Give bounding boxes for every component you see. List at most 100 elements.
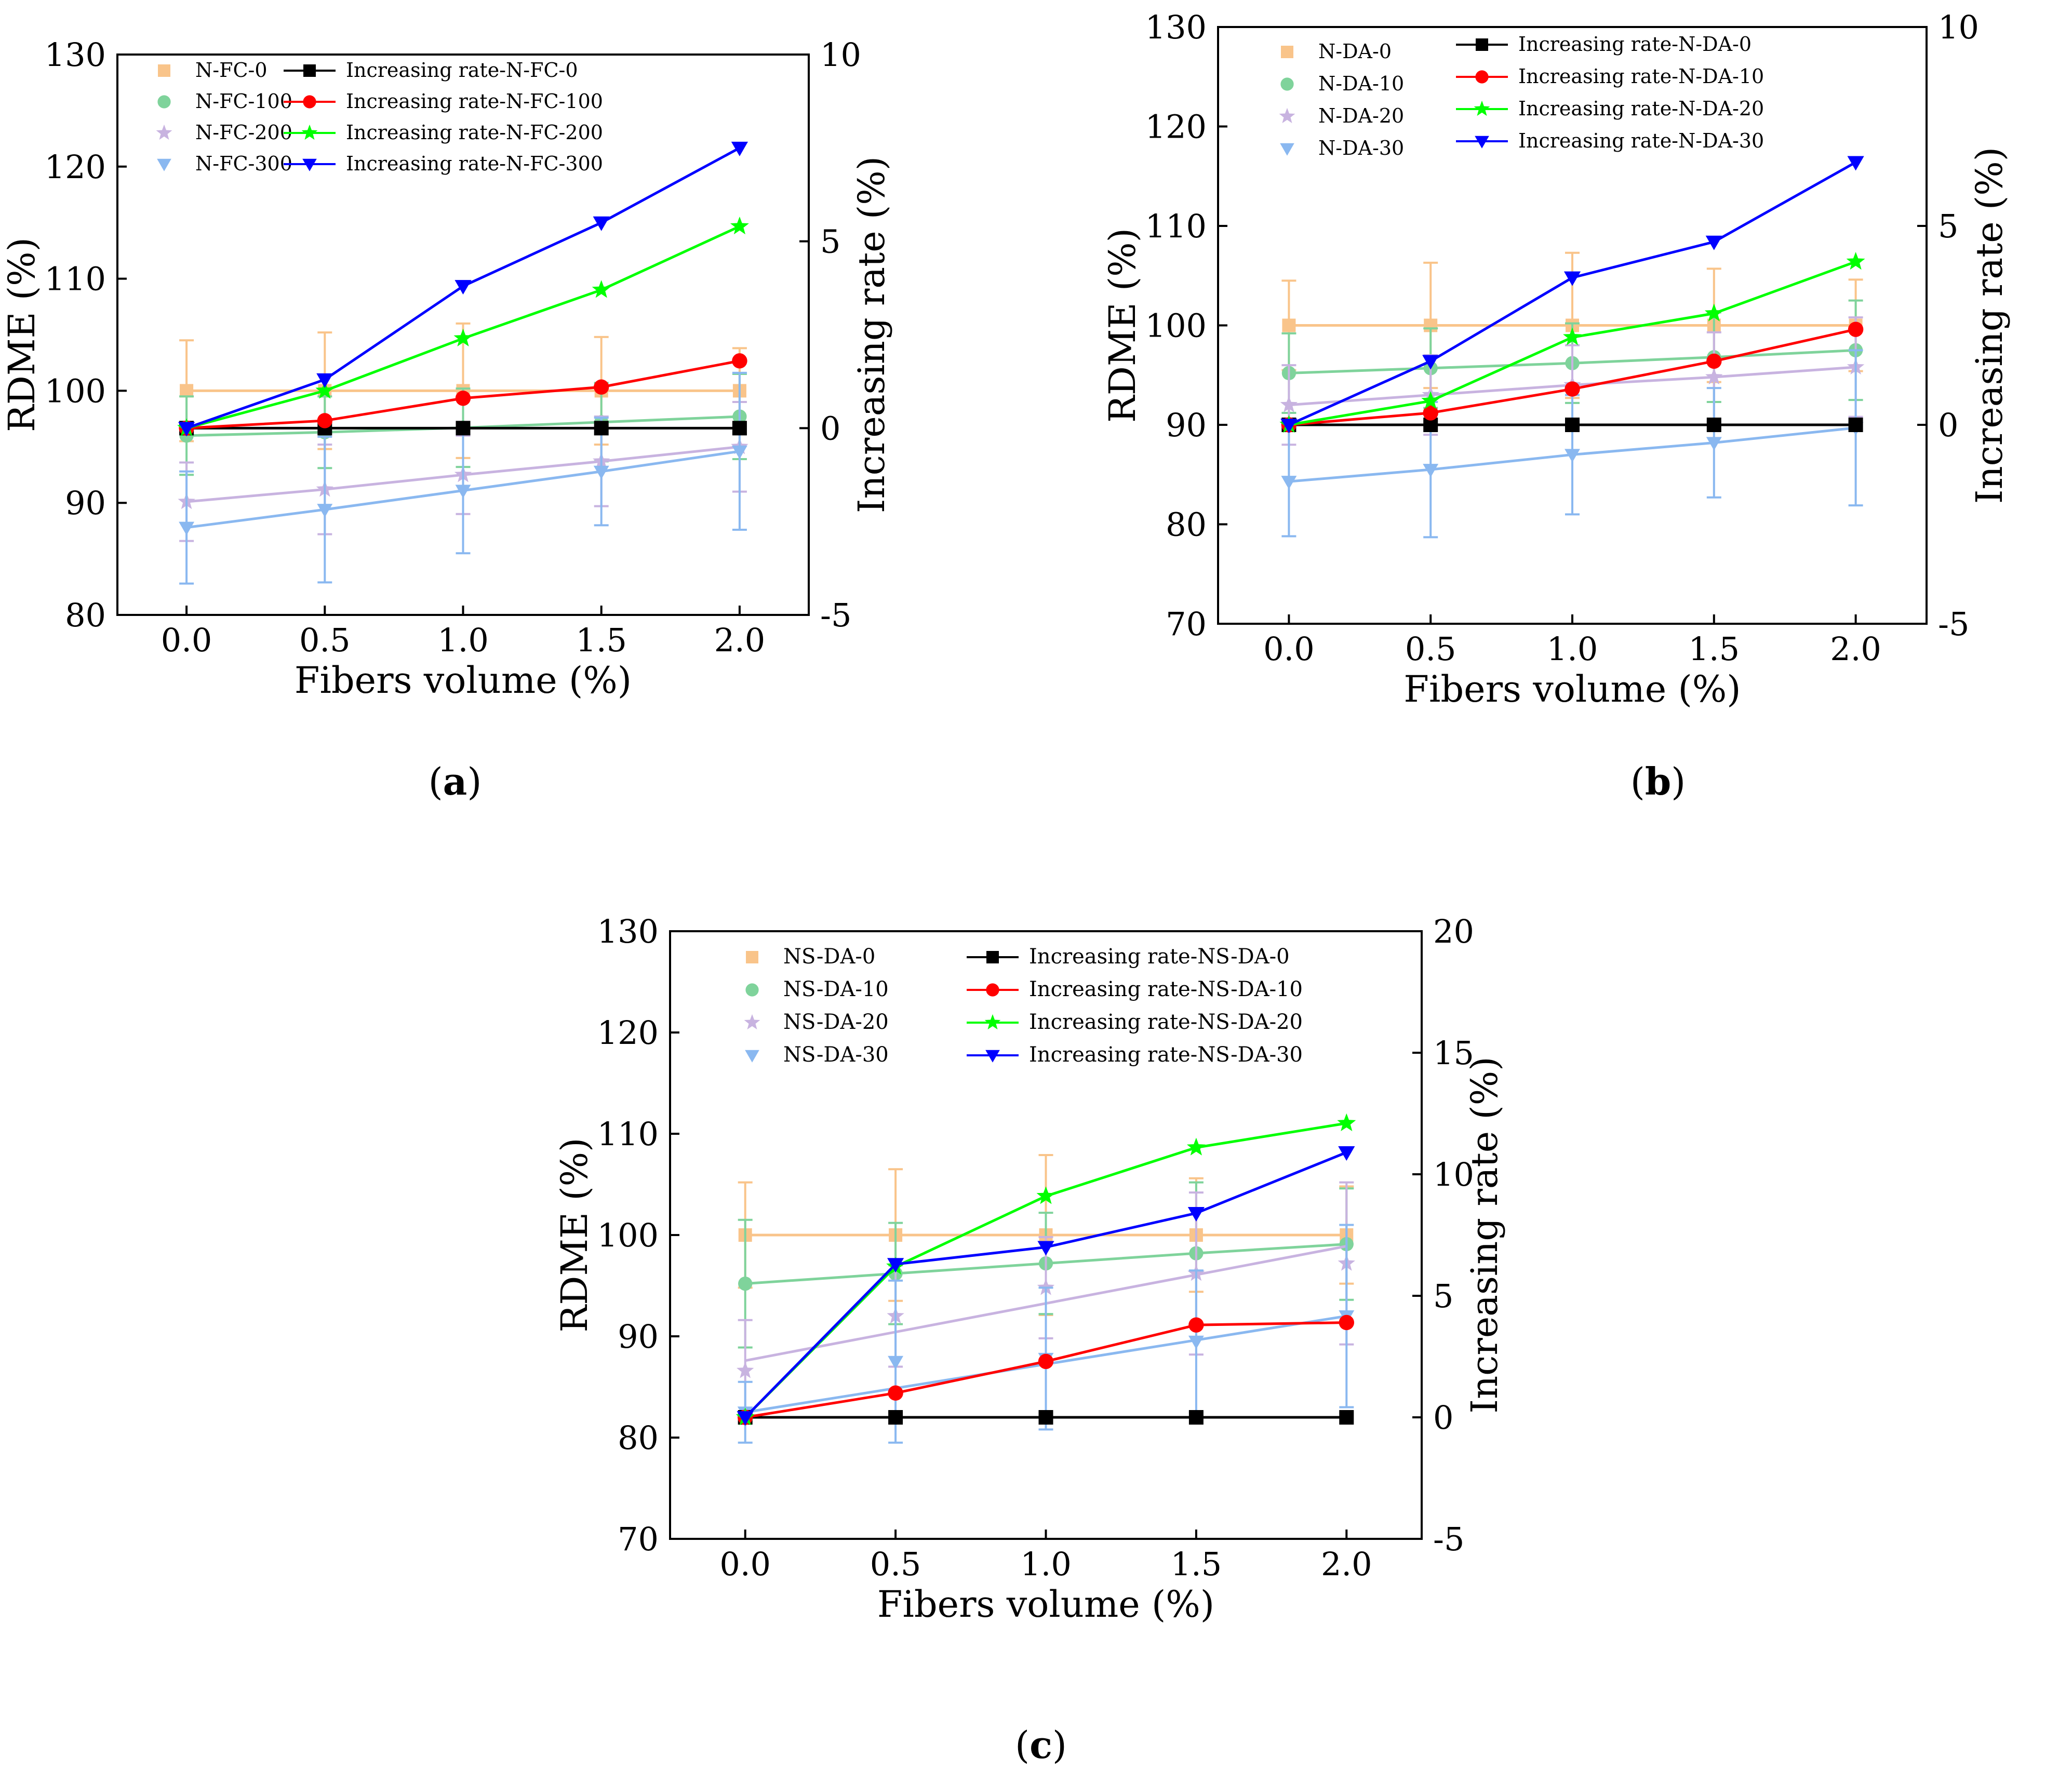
rate-series-Increasing rate-NS-DA-0 <box>738 1410 1354 1425</box>
rate-point <box>732 421 747 436</box>
y2-tick-label: 0 <box>1938 406 1958 444</box>
y2-tick-label: 10 <box>1433 1156 1474 1193</box>
x-tick-label: 0.5 <box>1405 630 1456 668</box>
y-tick-label: 110 <box>597 1115 659 1153</box>
legend-label: NS-DA-10 <box>783 977 889 1001</box>
rdme-point <box>1281 476 1297 490</box>
rate-point <box>1036 1186 1055 1204</box>
y2-tick-label: 15 <box>1433 1034 1474 1072</box>
rate-point <box>593 216 610 231</box>
x-tick-label: 0.5 <box>870 1545 921 1583</box>
x-axis: 0.0 0.5 1.0 1.5 2.0 <box>1263 614 1881 668</box>
legend-marker <box>1474 100 1490 116</box>
y-tick-label: 80 <box>1166 506 1207 544</box>
y-tick-label: 120 <box>1145 108 1207 146</box>
y2-tick-label: 5 <box>1433 1277 1453 1315</box>
x-tick-label: 2.0 <box>714 621 766 659</box>
y2-axis-title: Increasing rate (%) <box>850 156 893 513</box>
rate-point <box>317 413 332 428</box>
legend-label: N-FC-100 <box>195 90 292 113</box>
y-tick-label: 110 <box>45 260 106 298</box>
x-tick-label: 1.5 <box>576 621 627 659</box>
rate-point <box>1337 1113 1356 1131</box>
x-tick-label: 0.0 <box>1263 630 1315 668</box>
legend-label: N-DA-30 <box>1318 137 1404 159</box>
legend-marker <box>156 124 172 140</box>
y2-tick-label: 5 <box>820 223 840 261</box>
rate-point <box>594 421 609 436</box>
legend-marker <box>1280 143 1294 156</box>
x-axis: 0.0 0.5 1.0 1.5 2.0 <box>719 1530 1372 1583</box>
rdme-point <box>737 1361 754 1378</box>
y-tick-label: 80 <box>65 596 106 634</box>
chart-panel-c: 0.0 0.5 1.0 1.5 2.0 70 80 90 100 110 120 130 -5 0 5 10 1… <box>553 913 1506 1767</box>
legend-marker <box>303 64 316 77</box>
rate-point <box>1187 1206 1205 1222</box>
x-tick-label: 1.5 <box>1171 1545 1222 1583</box>
chart-panel-a: 0.0 0.5 1.0 1.5 2.0 80 90 100 110 120 130 -5 0 5 10 Fib… <box>1 36 893 803</box>
rdme-point <box>455 485 471 499</box>
legend-label: Increasing rate-N-FC-200 <box>346 121 603 144</box>
rate-point <box>731 141 748 156</box>
legend-label: Increasing rate-N-DA-10 <box>1518 65 1764 88</box>
rdme-point <box>888 1356 904 1370</box>
rate-point <box>732 353 747 369</box>
legend-marker <box>984 1014 1001 1030</box>
rate-point <box>888 1410 903 1425</box>
rate-point <box>1339 1314 1354 1331</box>
rate-point <box>888 1385 903 1401</box>
x-tick-label: 2.0 <box>1830 630 1881 668</box>
legend-marker <box>745 983 759 997</box>
legend-marker <box>1279 108 1295 124</box>
rdme-series-N-FC-300 <box>179 371 747 585</box>
y2-axis-title: Increasing rate (%) <box>1968 147 2011 504</box>
legend-label: Increasing rate-N-DA-20 <box>1518 97 1764 120</box>
rdme-point <box>593 465 609 479</box>
rate-point <box>1188 1410 1204 1425</box>
rate-point <box>1038 1410 1053 1425</box>
y-axis-right: -5 0 5 10 15 20 <box>1412 913 1474 1558</box>
x-axis-title: Fibers volume (%) <box>877 1583 1214 1626</box>
x-tick-label: 0.0 <box>719 1545 771 1583</box>
panel-label: (a) <box>429 759 482 803</box>
legend-label: N-FC-300 <box>195 152 292 175</box>
rate-point <box>1704 303 1723 321</box>
legend-marker <box>303 95 316 109</box>
legend-marker <box>746 951 758 963</box>
rate-point <box>315 381 335 399</box>
y2-tick-label: 0 <box>1433 1399 1453 1437</box>
rdme-point <box>1282 318 1296 332</box>
rate-point <box>455 391 471 406</box>
legend-label: Increasing rate-N-FC-300 <box>346 152 603 175</box>
rate-point <box>1423 405 1438 421</box>
x-axis: 0.0 0.5 1.0 1.5 2.0 <box>161 606 765 659</box>
legend: N-DA-0 N-DA-10 N-DA-20 N-DA-30 Increasing ra… <box>1279 33 1764 159</box>
x-tick-label: 0.5 <box>299 621 351 659</box>
x-axis-title: Fibers volume (%) <box>1403 668 1741 710</box>
panel-label: (c) <box>1015 1723 1067 1767</box>
rate-point <box>730 217 749 235</box>
legend-label: Increasing rate-NS-DA-30 <box>1029 1043 1303 1067</box>
legend-marker <box>157 95 171 109</box>
legend-label: N-DA-20 <box>1318 104 1404 127</box>
y-tick-label: 90 <box>1166 406 1207 444</box>
legend: N-FC-0 N-FC-100 N-FC-200 N-FC-300 Increasing… <box>156 59 603 175</box>
y2-tick-label: 20 <box>1433 913 1474 950</box>
rate-point <box>1338 1146 1355 1161</box>
rate-point <box>1706 353 1722 369</box>
legend-marker <box>301 124 318 140</box>
rate-series-Increasing rate-N-DA-30 <box>1280 156 1864 434</box>
y-tick-label: 90 <box>65 484 106 522</box>
rdme-point <box>738 1276 753 1291</box>
y-axis-title: RDME (%) <box>1101 228 1144 423</box>
legend-label: Increasing rate-N-FC-100 <box>346 90 603 113</box>
x-tick-label: 2.0 <box>1321 1545 1372 1583</box>
legend-marker <box>157 158 171 171</box>
legend-marker <box>744 1014 760 1030</box>
rate-point <box>1563 271 1581 286</box>
y-tick-label: 130 <box>45 36 106 74</box>
rate-point <box>1339 1410 1354 1425</box>
chart-panel-b: 0.0 0.5 1.0 1.5 2.0 70 80 90 100 110 120 130 -5 0 5 10 F… <box>1101 8 2011 803</box>
legend-marker <box>1475 136 1489 149</box>
